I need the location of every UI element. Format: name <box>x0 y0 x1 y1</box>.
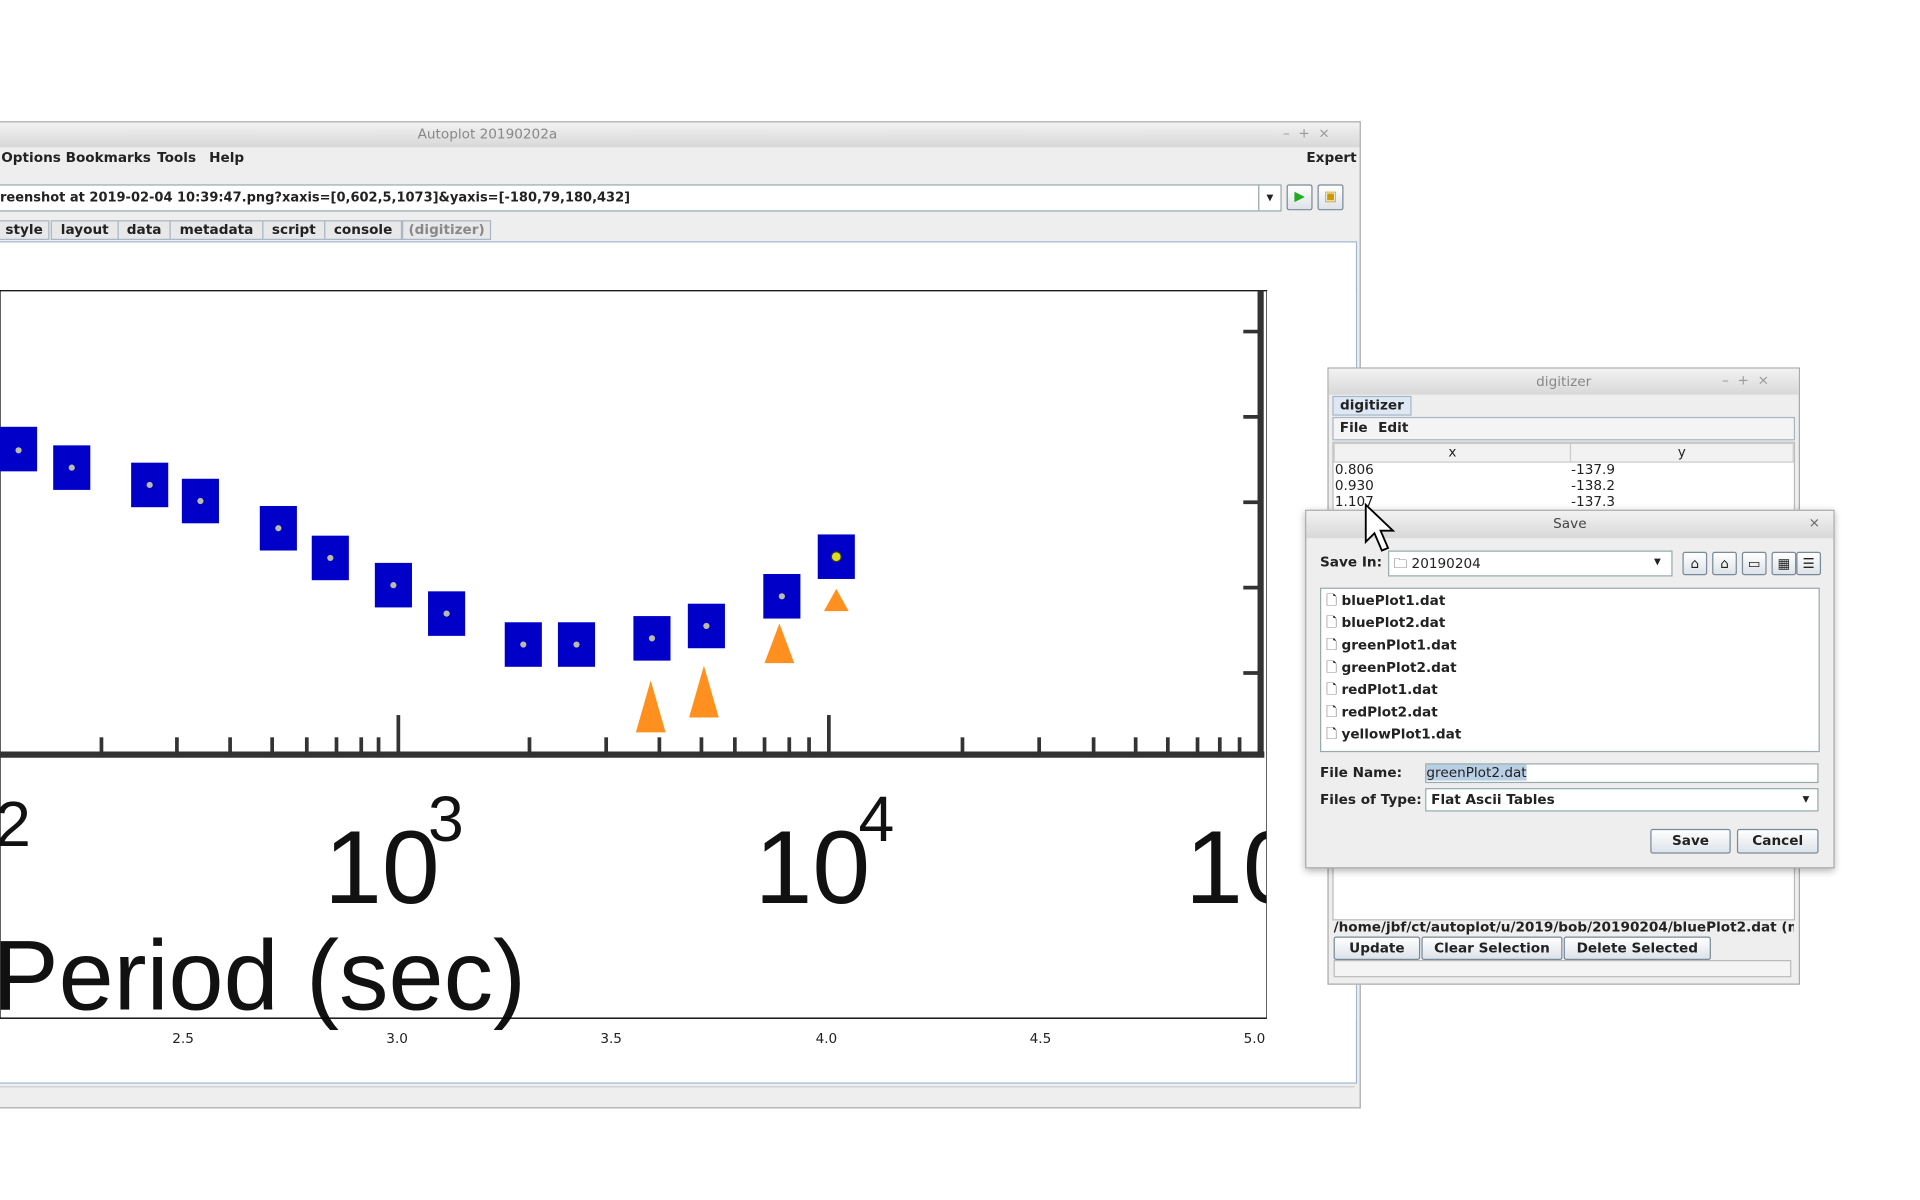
x-tick-label: 5.0 <box>1244 1031 1266 1047</box>
file-name: bluePlot1.dat <box>1341 592 1446 609</box>
x-tick-label: 4.0 <box>816 1031 838 1047</box>
label: Save In: <box>1319 554 1383 571</box>
file-type-combo[interactable]: Flat Ascii Tables <box>1425 788 1819 812</box>
icon-button[interactable]: ▭ <box>1741 551 1767 576</box>
file-name: redPlot1.dat <box>1341 681 1438 698</box>
digitized-points <box>15 447 842 648</box>
menu-item[interactable]: Options <box>1 149 61 166</box>
uri-text: reenshot at 2019-02-04 10:39:47.png?xaxi… <box>0 190 631 206</box>
file-item[interactable]: 🗋 greenPlot2.dat <box>1326 659 1457 676</box>
button[interactable]: Clear Selection <box>1421 936 1563 960</box>
tab[interactable]: data <box>117 220 171 240</box>
close-button[interactable]: × <box>1808 514 1821 531</box>
cancel-button[interactable]: Cancel <box>1736 828 1819 854</box>
button[interactable]: Update <box>1333 936 1421 960</box>
tab[interactable]: style <box>0 220 50 240</box>
file-item[interactable]: 🗋 yellowPlot1.dat <box>1326 726 1462 743</box>
table-cell[interactable]: 1.107 <box>1334 493 1374 510</box>
scrollbar[interactable] <box>1333 959 1792 978</box>
icon-button[interactable]: ⌂ <box>1712 551 1737 576</box>
file-name: greenPlot1.dat <box>1341 637 1457 654</box>
file-name-field[interactable]: greenPlot2.dat <box>1425 763 1819 784</box>
label: Files of Type: <box>1319 791 1422 808</box>
title-bar: Autoplot 20190202a <box>0 122 1360 148</box>
file-name: greenPlot2.dat <box>1341 659 1457 676</box>
image-text: 2 10 3 10 4 10 Period (sec) <box>0 783 1301 1030</box>
image-label: 10 <box>755 810 871 926</box>
file-item[interactable]: 🗋 bluePlot2.dat <box>1326 614 1446 631</box>
table-cell[interactable]: 0.806 <box>1334 461 1374 478</box>
uri-field[interactable]: reenshot at 2019-02-04 10:39:47.png?xaxi… <box>0 184 1260 212</box>
browse-button[interactable]: ▣ <box>1317 184 1344 211</box>
image-label: 3 <box>428 783 464 855</box>
mouse-cursor <box>1364 502 1396 552</box>
folder-combo[interactable]: 🗀 20190204 <box>1388 550 1673 577</box>
file-item[interactable]: 🗋 bluePlot1.dat <box>1326 592 1446 609</box>
table-cell[interactable]: -137.9 <box>1571 461 1616 478</box>
icon-button[interactable]: ☰ <box>1796 551 1822 576</box>
menu-item[interactable]: Tools <box>157 149 197 166</box>
column-header: x <box>1333 442 1572 463</box>
file-type: Flat Ascii Tables <box>1431 791 1555 808</box>
file-list <box>1319 587 1820 753</box>
folder-name: 20190204 <box>1411 555 1481 572</box>
image-label: 10 <box>324 810 440 926</box>
x-tick-label: 4.5 <box>1030 1031 1052 1047</box>
x-tick-label: 3.5 <box>600 1031 622 1047</box>
tab[interactable]: metadata <box>169 220 264 240</box>
file-name: redPlot2.dat <box>1341 703 1438 720</box>
label: File Name: <box>1319 764 1403 781</box>
file-name-value: greenPlot2.dat <box>1426 764 1527 781</box>
tab[interactable]: digitizer <box>1332 395 1412 416</box>
file-item[interactable]: 🗋 redPlot1.dat <box>1326 681 1438 698</box>
uri-dropdown[interactable]: ▾ <box>1258 184 1282 212</box>
tab[interactable]: layout <box>50 220 119 240</box>
file-name: bluePlot2.dat <box>1341 614 1446 631</box>
window-controls[interactable]: – + × <box>1282 124 1330 142</box>
dialog-title: Save <box>1553 515 1587 532</box>
file-item[interactable]: 🗋 greenPlot1.dat <box>1326 637 1457 654</box>
menu-item[interactable]: File <box>1339 419 1368 436</box>
tab[interactable]: (digitizer) <box>402 220 492 240</box>
status-path: /home/jbf/ct/autoplot/u/2019/bob/2019020… <box>1333 919 1794 936</box>
image-label: 2 <box>0 788 31 860</box>
combo-arrow[interactable]: ▾ <box>1802 790 1810 807</box>
table-cell[interactable]: -138.2 <box>1571 477 1616 494</box>
file-name: yellowPlot1.dat <box>1341 726 1462 743</box>
table-cell[interactable]: -137.3 <box>1571 493 1616 510</box>
icon-button[interactable]: ⌂ <box>1682 551 1708 576</box>
plot: 2 10 3 10 4 10 Period (sec) 2.5 3.0 3.5 … <box>0 290 1356 1047</box>
window-title: Autoplot 20190202a <box>417 126 558 143</box>
go-button[interactable]: ▶ <box>1286 184 1313 211</box>
icon-button[interactable]: ▦ <box>1771 551 1797 576</box>
column-header: y <box>1569 442 1794 463</box>
combo-arrow[interactable]: ▾ <box>1654 552 1661 570</box>
image-ticks <box>99 329 1261 755</box>
title-bar: digitizer <box>1328 368 1799 395</box>
save-button[interactable]: Save <box>1650 828 1731 854</box>
window-title: digitizer <box>1536 373 1592 390</box>
expert-menu[interactable]: Expert <box>1306 149 1357 166</box>
x-tick-label: 2.5 <box>172 1031 194 1047</box>
x-tick-label: 3.0 <box>386 1031 408 1047</box>
image-label: 4 <box>859 783 895 855</box>
window-controls[interactable]: – + × <box>1722 372 1769 389</box>
table-cell[interactable]: 0.930 <box>1334 477 1374 494</box>
orange-markers <box>635 588 849 733</box>
image-label: Period (sec) <box>0 919 526 1030</box>
file-item[interactable]: 🗋 redPlot2.dat <box>1326 703 1438 720</box>
tab[interactable]: console <box>324 220 403 240</box>
menu-item[interactable]: Edit <box>1378 419 1409 436</box>
status-bar <box>0 1086 1355 1106</box>
title-bar: Save <box>1306 510 1834 539</box>
menu-item[interactable]: Help <box>209 149 245 166</box>
menu-item[interactable]: Bookmarks <box>65 149 151 166</box>
save-dialog: Save × Save In: 🗀 20190204 ▾ ⌂ ⌂ ▭ ▦ ☰ 🗋… <box>1305 509 1835 869</box>
menu-bar <box>1332 416 1796 441</box>
tab[interactable]: script <box>262 220 326 240</box>
button[interactable]: Delete Selected <box>1563 936 1711 960</box>
